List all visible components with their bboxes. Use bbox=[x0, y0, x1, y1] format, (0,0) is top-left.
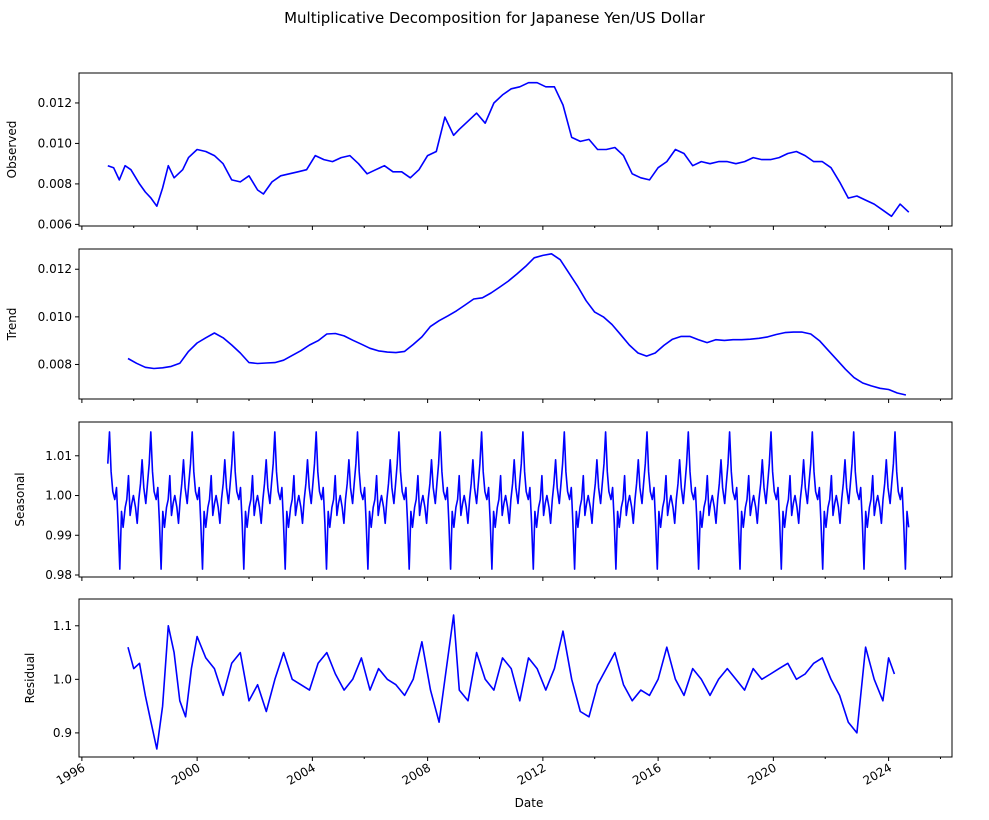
x-tick-label: 2008 bbox=[400, 760, 433, 787]
x-tick-label: 1996 bbox=[54, 760, 87, 787]
y-axis-label: Trend bbox=[5, 308, 19, 342]
x-tick-label: 2012 bbox=[515, 760, 548, 787]
x-tick-label: 2016 bbox=[630, 760, 663, 787]
y-tick-label: 1.1 bbox=[53, 619, 72, 633]
x-tick-label: 2004 bbox=[284, 760, 317, 787]
axes-frame bbox=[78, 421, 953, 578]
x-tick-label: 2024 bbox=[861, 760, 894, 787]
y-tick-label: 0.010 bbox=[38, 310, 72, 324]
chart-title: Multiplicative Decomposition for Japanes… bbox=[284, 9, 706, 27]
y-tick-label: 0.012 bbox=[38, 262, 72, 276]
axes-frame bbox=[78, 72, 953, 227]
series-line-trend bbox=[127, 253, 907, 396]
panel-seasonal: 0.98 0.99 1.00 1.01 Seasonal bbox=[13, 421, 953, 582]
y-tick-label: 1.0 bbox=[53, 672, 72, 686]
panel-trend: 0.008 0.010 0.012 Trend bbox=[5, 248, 953, 403]
series-line-observed bbox=[107, 81, 910, 218]
y-tick-label: 0.008 bbox=[38, 177, 72, 191]
x-tick-label: 2000 bbox=[169, 760, 202, 787]
y-axis-label: Seasonal bbox=[13, 472, 27, 526]
panel-residual: 0.9 1.0 1.1 Residual bbox=[23, 598, 953, 761]
y-tick-label: 1.00 bbox=[45, 489, 72, 503]
y-axis-label: Residual bbox=[23, 653, 37, 704]
y-tick-label: 0.012 bbox=[38, 96, 72, 110]
panel-observed: 0.006 0.008 0.010 0.012 Observed bbox=[5, 72, 953, 231]
y-tick-label: 0.006 bbox=[38, 217, 72, 231]
panels: 0.0060.0080.0100.012Observed0.0080.0100.… bbox=[5, 72, 953, 788]
y-tick-label: 0.008 bbox=[38, 357, 72, 371]
y-tick-label: 0.010 bbox=[38, 136, 72, 150]
series-line-seasonal bbox=[107, 431, 910, 570]
y-tick-label: 0.99 bbox=[45, 528, 72, 542]
y-tick-label: 0.9 bbox=[53, 726, 72, 740]
axes-frame bbox=[78, 248, 953, 400]
x-axis-label: Date bbox=[515, 796, 544, 810]
x-tick-label: 2020 bbox=[745, 760, 778, 787]
axes-frame bbox=[78, 598, 953, 758]
series-line-residual bbox=[127, 614, 896, 750]
y-tick-label: 1.01 bbox=[45, 449, 72, 463]
y-axis-label: Observed bbox=[5, 121, 19, 179]
y-tick-label: 0.98 bbox=[45, 568, 72, 582]
